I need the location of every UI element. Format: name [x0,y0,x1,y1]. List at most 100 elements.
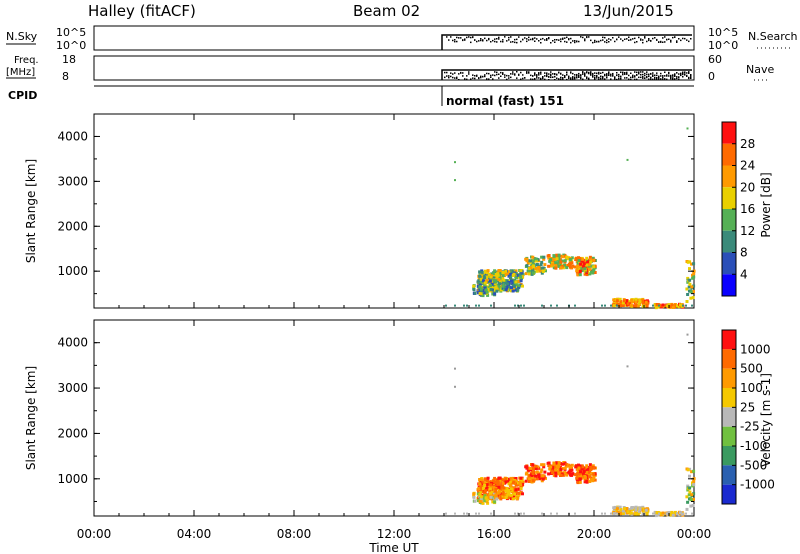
nave-dot [536,74,538,77]
nave-dot [506,78,508,81]
echo-cell [612,512,616,516]
echo-cell [688,486,692,490]
nave-dot [600,72,602,74]
nave-dot [640,76,642,79]
sky-dot [622,39,624,42]
echo-cell [578,479,582,483]
sky-dot [562,38,564,40]
echo-cell [592,466,596,470]
sky-dot [602,39,604,41]
nave-dot [652,75,654,77]
nave-dot [520,71,522,74]
echo-cell [589,260,593,264]
echo-cell [520,304,522,307]
colorbar-segment [722,143,736,166]
sky-dot [488,38,490,41]
echo-cell [627,300,631,304]
colorbar-tick-label: 12 [740,224,755,238]
echo-cell [539,263,543,267]
echo-cell [518,481,522,485]
freq-strip-frame [93,55,695,81]
sky-dot [584,39,586,42]
echo-cell [535,477,539,481]
echo-cell [534,464,538,468]
sky-dot [676,40,678,42]
nave-dot [550,74,552,77]
echo-cell [514,272,518,275]
echo-cell [686,484,690,488]
echo-cell [509,480,513,484]
nave-dot [642,73,644,76]
nave-dot [572,72,574,75]
echo-cell [589,258,593,262]
nave-dot [688,77,690,80]
sky-dot [548,37,550,40]
sky-dot [448,39,450,41]
echo-cell [557,468,561,472]
echo-cell [579,262,583,266]
echo-cell [563,471,567,475]
nave-dot [582,73,584,75]
nave-dot [552,73,554,75]
sky-dot [528,39,530,41]
sky-dot [520,40,522,43]
nave-dot [652,74,654,76]
nave-dot [458,79,460,81]
nave-dot [456,77,458,79]
echo-cell [691,273,694,277]
echo-cell [527,466,531,470]
echo-cell [491,292,495,296]
echo-cell [563,259,567,263]
echo-cell [511,497,515,501]
nave-dot [594,72,596,74]
sky-dot [560,40,562,43]
echo-cell [524,272,528,276]
nave-dot [594,77,596,79]
echo-cell [592,265,596,269]
sky-dot [600,39,602,42]
echo-cell [616,512,618,515]
nave-dot [480,75,482,78]
echo-cell [634,304,638,308]
sky-dot [652,37,654,40]
power-frame [93,113,695,309]
echo-cell [507,272,511,276]
sky-dot [628,39,630,41]
echo-cell [517,284,521,288]
date-title: 13/Jun/2015 [583,2,674,20]
nave-dot [502,73,504,75]
nave-dot [612,75,614,77]
nave-dot [658,76,660,79]
echo-cell [587,267,591,271]
echo-cell [531,463,535,467]
echo-cell [579,259,583,263]
nave-dot [518,73,520,76]
echo-cell [483,482,487,486]
nave-dot [542,76,544,78]
sky-dot [592,41,594,44]
echo-cell [578,266,582,270]
nave-dot [476,74,478,77]
nave-dot [494,71,496,73]
nave-dot [670,75,672,78]
nave-dot [524,77,526,79]
sky-dot [568,38,570,41]
sky-dot [456,40,458,43]
sky-dot [594,39,596,42]
echo-cell [585,468,589,472]
nave-dot [510,76,512,79]
echo-cell [509,289,513,293]
colorbar-tick-label: 500 [740,362,763,376]
x-axis-ticks: 00:00 04:00 08:00 12:00 16:00 20:00 00:00 [77,114,711,541]
echo-cell [534,267,538,271]
nave-dot [540,77,542,80]
echo-cell [557,253,561,257]
echo-cell [475,304,477,307]
colorbar-tick-label: -25 [740,420,760,434]
echo-cell [495,497,499,501]
echo-cell [582,472,586,476]
cpid-label: CPID [8,89,37,102]
echo-cell [574,512,576,515]
echo-cell [691,481,694,485]
nave-dot [628,74,630,77]
